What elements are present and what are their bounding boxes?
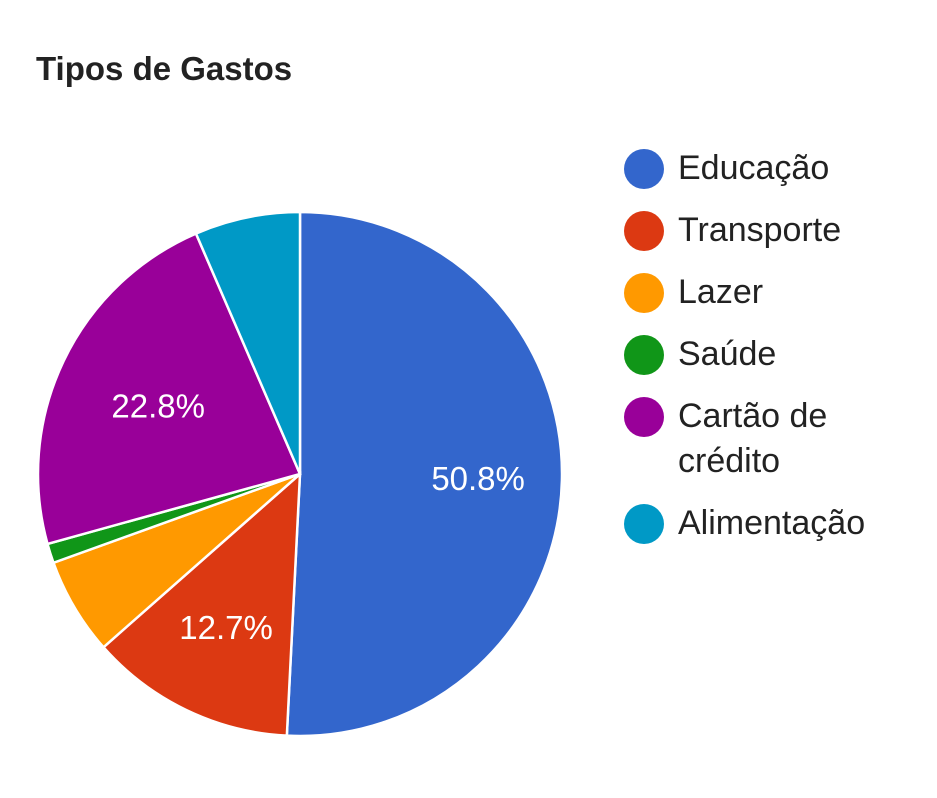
legend-label: Lazer: [678, 273, 764, 311]
legend-label: Educação: [678, 149, 830, 187]
legend-item: Educação: [624, 146, 924, 191]
slice-label-4: 22.8%: [111, 388, 205, 425]
chart-title: Tipos de Gastos: [36, 50, 293, 87]
legend-label: Saúde: [678, 335, 777, 373]
legend-item: Transporte: [624, 208, 924, 253]
legend-swatch: [624, 211, 664, 251]
legend-swatch: [624, 397, 664, 437]
legend-label: Alimentação: [678, 504, 866, 542]
legend-item: Saúde: [624, 332, 924, 377]
pie-slice-5: [194, 210, 302, 475]
legend-swatch: [624, 273, 664, 313]
legend-label: Transporte: [678, 211, 842, 249]
legend-swatch: [624, 335, 664, 375]
legend-swatch: [624, 149, 664, 189]
legend-item: Lazer: [624, 270, 924, 315]
legend-swatch: [624, 504, 664, 544]
chart-legend: Educação Transporte Lazer Saúde Cartão de cr…: [624, 146, 924, 563]
slice-label-0: 50.8%: [431, 460, 525, 497]
pie-slice-4: [36, 231, 302, 546]
pie-slice-1: [101, 471, 302, 737]
legend-item: Alimentação: [624, 501, 924, 546]
slice-label-1: 12.7%: [179, 609, 273, 646]
legend-item: Cartão de crédito: [624, 394, 924, 484]
pie-slice-0: [285, 210, 564, 738]
legend-label: Cartão de crédito: [678, 397, 828, 480]
